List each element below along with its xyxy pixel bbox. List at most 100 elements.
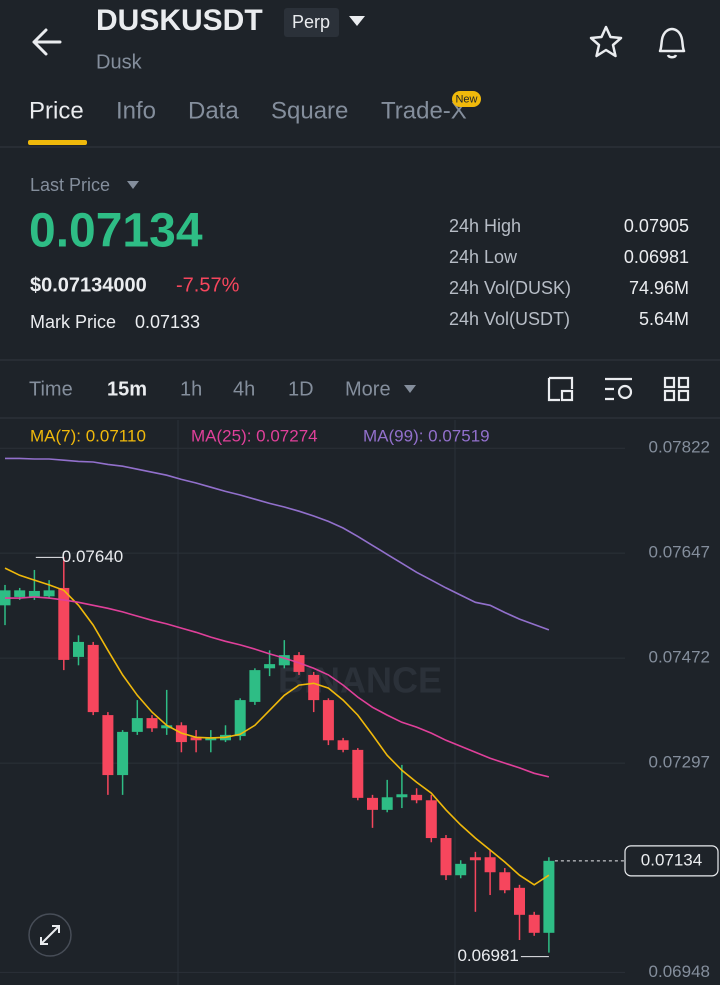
chart: 0.07822 0.07647 0.07472 0.07297 0.06948 MA(7)… bbox=[0, 426, 719, 981]
alert-icon[interactable] bbox=[658, 27, 686, 59]
new-badge bbox=[452, 91, 481, 107]
timeframe[interactable]: 1h bbox=[180, 378, 202, 400]
timeframe[interactable]: More bbox=[345, 378, 391, 400]
candle-body bbox=[381, 797, 393, 810]
candle-body bbox=[337, 740, 349, 750]
candle-body bbox=[117, 731, 129, 776]
last-price: 0.07134 bbox=[29, 205, 203, 258]
tab-indicator bbox=[28, 140, 87, 145]
candle-body bbox=[411, 794, 423, 801]
candle-body bbox=[396, 794, 408, 798]
legend-entry: MA(7): 0.07110 bbox=[30, 426, 146, 445]
candle-body bbox=[73, 641, 84, 657]
back-button[interactable] bbox=[32, 28, 62, 56]
candle-body bbox=[28, 590, 40, 597]
candle-body bbox=[469, 857, 481, 861]
expand-icon[interactable] bbox=[40, 925, 60, 945]
watermark: BINANCE bbox=[278, 660, 442, 701]
perp-text: Perp bbox=[292, 12, 330, 32]
last-price-tag bbox=[624, 845, 719, 877]
tab[interactable]: Trade-X bbox=[381, 97, 467, 124]
low-label: 0.06981 bbox=[457, 946, 518, 965]
tab[interactable]: Price bbox=[29, 97, 84, 124]
candle-body bbox=[58, 587, 70, 660]
candle-body bbox=[234, 700, 246, 737]
candle-body bbox=[322, 700, 334, 741]
high-label: 0.07640 bbox=[62, 547, 123, 566]
symbol-dropdown[interactable] bbox=[349, 16, 365, 26]
stat-label: 24h Vol(DUSK) bbox=[449, 278, 571, 298]
fullscreen-icon[interactable] bbox=[547, 376, 574, 402]
usd-price: $0.07134000 bbox=[30, 274, 147, 296]
candle-body bbox=[440, 838, 452, 876]
candle-body bbox=[131, 718, 143, 732]
stat-value: 0.07905 bbox=[624, 216, 689, 236]
candle-body bbox=[455, 863, 467, 876]
indicator-icon-circle[interactable] bbox=[617, 384, 633, 400]
candle-body bbox=[264, 664, 276, 669]
layout-icon[interactable] bbox=[677, 376, 690, 389]
timeframe[interactable]: 1D bbox=[288, 378, 314, 400]
candle-body bbox=[146, 718, 158, 729]
candle-body bbox=[425, 800, 437, 839]
new-badge-text: New bbox=[455, 93, 477, 105]
timeframe[interactable]: Time bbox=[29, 378, 73, 400]
candle-body bbox=[352, 749, 364, 798]
layout-icon[interactable] bbox=[677, 389, 690, 402]
timeframe[interactable]: 4h bbox=[233, 378, 255, 400]
stat-label: 24h Low bbox=[449, 247, 518, 267]
candle-body bbox=[205, 737, 217, 741]
candle-body bbox=[14, 590, 26, 597]
stat-label: 24h High bbox=[449, 216, 521, 236]
candle-body bbox=[367, 797, 378, 810]
candle-body bbox=[102, 715, 114, 776]
caption-dropdown[interactable] bbox=[127, 181, 139, 189]
candle-body bbox=[308, 674, 320, 701]
asset-name: Dusk bbox=[96, 51, 143, 73]
y-tick-label: 0.07647 bbox=[649, 543, 710, 562]
candle-body bbox=[514, 887, 525, 915]
tab[interactable]: Square bbox=[271, 97, 348, 124]
candle-body bbox=[190, 737, 202, 741]
stat-value: 0.06981 bbox=[624, 247, 689, 267]
stats: 24h High 0.07905 24h Low 0.06981 24h Vol(DUS… bbox=[449, 216, 689, 329]
tab[interactable]: Data bbox=[188, 97, 239, 124]
legend-entry: MA(25): 0.07274 bbox=[191, 426, 318, 445]
fullscreen-icon-inner[interactable] bbox=[560, 389, 574, 402]
layout-icon[interactable] bbox=[663, 389, 676, 402]
candle-body bbox=[499, 872, 511, 891]
mark-price: 0.07133 bbox=[135, 312, 200, 332]
candle-body bbox=[484, 857, 496, 873]
legend-entry: MA(99): 0.07519 bbox=[363, 426, 490, 445]
stat-value: 74.96M bbox=[629, 278, 689, 298]
timeframe[interactable]: 15m bbox=[107, 378, 147, 400]
symbol: DUSKUSDT bbox=[96, 4, 263, 37]
price-change: -7.57% bbox=[176, 274, 240, 296]
y-tick-label: 0.07822 bbox=[649, 438, 710, 457]
favorite-icon[interactable] bbox=[589, 25, 623, 58]
tab[interactable]: Info bbox=[116, 97, 156, 124]
candle-body bbox=[278, 655, 290, 666]
ma-line bbox=[4, 567, 550, 886]
more-dropdown[interactable] bbox=[404, 385, 416, 393]
last-price-caption[interactable]: Last Price bbox=[30, 175, 110, 195]
stat-label: 24h Vol(USDT) bbox=[449, 309, 570, 329]
perp-badge bbox=[284, 8, 339, 37]
y-tick-label: 0.07297 bbox=[649, 753, 710, 772]
candle-body bbox=[43, 590, 55, 597]
candle-body bbox=[528, 914, 540, 933]
ma-line bbox=[5, 457, 550, 631]
mark-price-caption: Mark Price bbox=[30, 312, 116, 332]
y-tick-label: 0.07472 bbox=[649, 648, 710, 667]
candle-body bbox=[543, 860, 555, 933]
ma-line bbox=[5, 596, 550, 778]
last-price-label: 0.07134 bbox=[641, 850, 702, 869]
chart-tools bbox=[547, 376, 690, 402]
indicator-icon[interactable] bbox=[605, 377, 632, 401]
candle-body bbox=[249, 670, 261, 702]
stat-value: 5.64M bbox=[639, 309, 689, 329]
layout-icon[interactable] bbox=[663, 376, 676, 389]
candle-body bbox=[161, 725, 173, 729]
